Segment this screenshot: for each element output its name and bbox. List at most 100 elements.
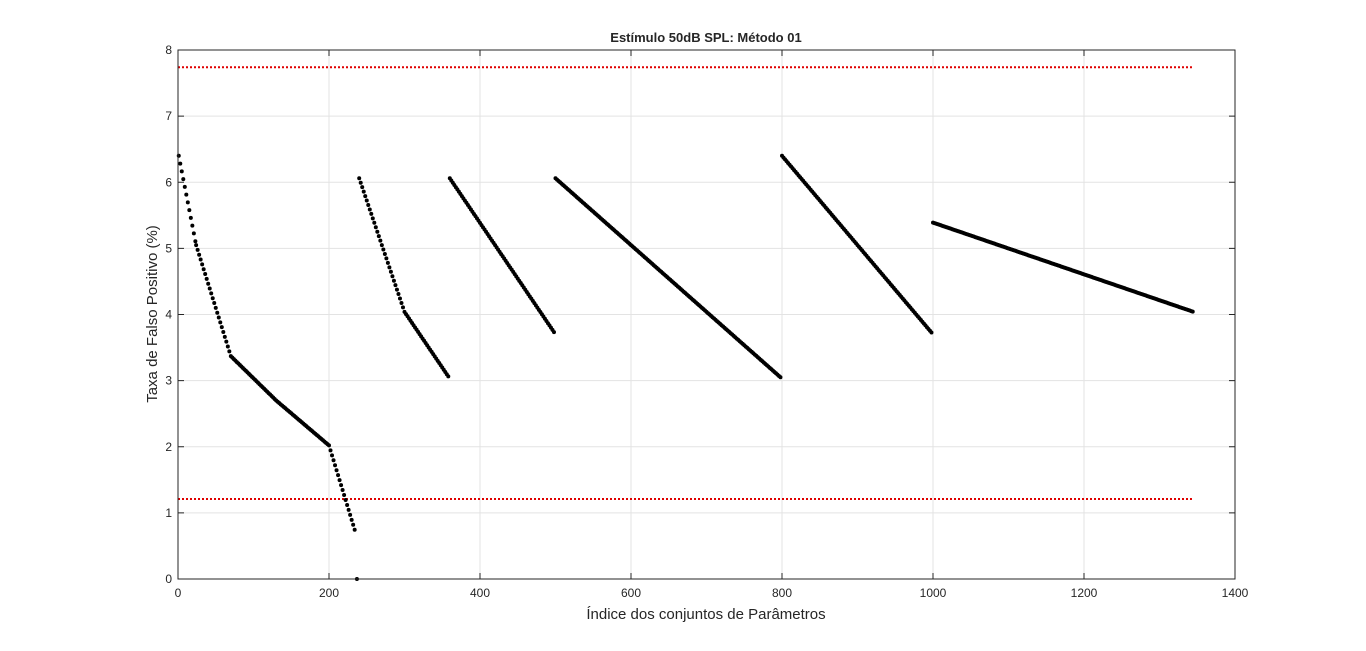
data-point [337,478,342,483]
data-point [197,252,202,257]
data-point [1190,309,1195,314]
data-point [188,215,193,220]
y-tick-label: 7 [165,109,172,123]
data-point [330,453,335,458]
data-point [209,291,214,296]
x-tick-label: 0 [175,586,182,600]
data-point [778,375,783,380]
data-point [176,153,181,158]
data-point [210,296,215,301]
data-point [367,207,372,212]
data-point [201,267,206,272]
data-point [361,189,366,194]
x-tick-label: 600 [621,586,641,600]
data-point [372,220,377,225]
chart-title: Estímulo 50dB SPL: Método 01 [610,30,801,45]
data-point [370,216,375,221]
data-point [376,234,381,239]
x-tick-label: 1400 [1222,586,1249,600]
data-point [331,458,336,463]
data-point [225,344,230,349]
y-tick-label: 5 [165,241,172,255]
data-point [387,265,392,270]
data-point [393,283,398,288]
data-point [397,296,402,301]
y-tick-label: 2 [165,440,172,454]
data-point [339,483,344,488]
data-point [334,468,339,473]
x-axis-ticks: 0 200 400 600 800 1000 1200 1400 [175,50,1249,600]
data-point [194,243,199,248]
data-point [190,223,195,228]
data-point [203,272,208,277]
data-point [352,527,357,532]
x-tick-label: 1200 [1071,586,1098,600]
data-point [198,257,203,262]
data-point [360,185,365,190]
y-tick-label: 1 [165,506,172,520]
x-tick-label: 1000 [920,586,947,600]
data-point [327,443,331,448]
data-point [349,517,354,522]
data-point [390,274,395,279]
y-tick-label: 6 [165,175,172,189]
data-point [215,310,220,315]
data-point [381,247,386,252]
data-point [206,281,211,286]
data-point [181,177,186,182]
data-point [385,260,390,265]
data-point [369,211,374,216]
data-point [358,180,363,185]
data-point [222,334,227,339]
data-point [333,463,338,468]
data-point [178,161,183,166]
data-point [364,198,369,203]
x-tick-label: 800 [772,586,792,600]
data-point [373,225,378,230]
grid-lines [178,50,1235,579]
data-point [185,200,190,205]
data-point [219,325,224,330]
data-point [182,184,187,189]
data-point [336,473,341,478]
y-tick-label: 4 [165,308,172,322]
data-point [340,488,345,493]
data-point [216,315,221,320]
x-tick-label: 400 [470,586,490,600]
data-point [551,330,556,335]
data-point [179,169,184,174]
data-point [195,247,200,252]
data-point [382,251,387,256]
data-point [221,330,226,335]
y-axis-ticks: 0 1 2 3 4 5 6 7 8 [165,43,1235,586]
data-point [191,231,196,236]
data-point [343,497,348,502]
data-point [227,349,232,354]
data-point [446,374,451,379]
data-point [342,493,347,498]
data-point [184,192,189,197]
data-point [346,507,351,512]
data-point [399,300,404,305]
data-point [204,276,209,281]
data-point [212,301,217,306]
data-point [207,286,212,291]
x-axis-label: Índice dos conjuntos de Parâmetros [586,606,825,623]
y-axis-label: Taxa de Falso Positivo (%) [144,225,161,403]
data-point [384,256,389,261]
data-point [396,292,401,297]
y-tick-label: 0 [165,572,172,586]
data-point [213,305,218,310]
data-points [176,153,1195,581]
data-point [187,208,192,213]
data-point [391,278,396,283]
data-point [375,229,380,234]
data-point [366,202,371,207]
y-tick-label: 3 [165,374,172,388]
data-point [394,287,399,292]
data-point [224,339,229,344]
data-point [193,239,198,244]
data-point [363,194,368,199]
x-tick-label: 200 [319,586,339,600]
